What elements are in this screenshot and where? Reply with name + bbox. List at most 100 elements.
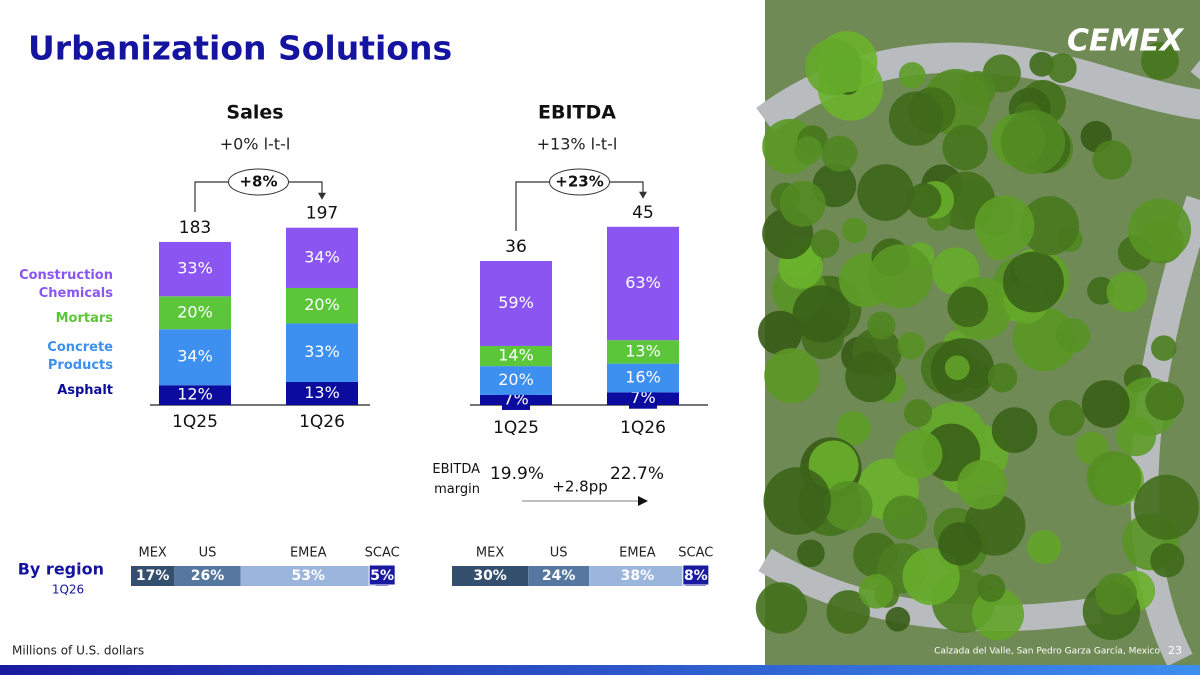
segment-label: 34% xyxy=(177,347,213,366)
tree xyxy=(1020,196,1080,256)
arrow-head xyxy=(318,192,326,200)
change-badge xyxy=(228,168,289,196)
x-tick-label: 1Q25 xyxy=(493,418,539,438)
segment-label: 13% xyxy=(304,383,340,402)
change-label: +8% xyxy=(239,173,277,191)
total-label: 45 xyxy=(632,203,654,223)
segment-label: 30% xyxy=(473,568,507,584)
tree xyxy=(942,125,988,171)
bar-segment xyxy=(607,363,679,393)
bar-segment xyxy=(480,261,552,346)
bar-segment xyxy=(159,241,231,297)
photo-caption: Calzada del Valle, San Pedro Garza Garcí… xyxy=(934,647,1160,657)
footnote: Millions of U.S. dollars xyxy=(12,644,144,658)
segment-label: 59% xyxy=(498,293,534,312)
tree xyxy=(858,574,894,609)
segment-label: 26% xyxy=(191,568,225,584)
tree xyxy=(1081,380,1130,428)
bar-segment xyxy=(159,296,231,330)
segment-label: 16% xyxy=(625,368,661,387)
tree xyxy=(987,362,1018,393)
road xyxy=(758,548,1102,632)
label-box xyxy=(629,388,657,409)
bar-segment xyxy=(480,345,552,367)
tree xyxy=(974,195,1035,256)
bar-segment xyxy=(159,385,231,405)
total-label: 183 xyxy=(179,218,211,238)
segment-label: 53% xyxy=(291,568,325,584)
segment-label: 13% xyxy=(625,341,661,360)
bar-segment xyxy=(589,566,686,586)
segment-label: 14% xyxy=(498,346,534,365)
region-period: 1Q26 xyxy=(52,583,84,597)
bar-segment xyxy=(174,566,241,586)
bottom-band xyxy=(0,665,1200,675)
bar-segment xyxy=(286,287,358,324)
segment-label: 33% xyxy=(304,342,340,361)
tree xyxy=(885,606,911,632)
x-tick-label: 1Q26 xyxy=(620,418,666,438)
tree xyxy=(902,547,960,606)
margin-value: 22.7% xyxy=(610,464,664,484)
tree xyxy=(1106,271,1148,313)
tree xyxy=(1133,474,1199,540)
tree xyxy=(1116,416,1157,457)
tree xyxy=(1001,109,1066,175)
tree xyxy=(957,459,1007,510)
tree xyxy=(1027,529,1062,565)
road xyxy=(1130,195,1200,667)
tree xyxy=(938,522,982,566)
label-box xyxy=(368,564,396,586)
tree xyxy=(867,311,896,340)
tree xyxy=(1046,53,1077,84)
bar-segment xyxy=(286,227,358,288)
tree xyxy=(841,217,868,243)
bar-segment xyxy=(607,226,679,341)
bar-segment xyxy=(528,566,590,586)
tree xyxy=(1055,318,1091,353)
tree xyxy=(977,574,1006,603)
bar-segment xyxy=(452,566,529,586)
tree xyxy=(1086,451,1142,506)
category-label: EMEA xyxy=(619,546,656,561)
page-number: 23 xyxy=(1168,644,1182,657)
change-badge xyxy=(549,168,610,196)
legend-entry: Mortars xyxy=(55,311,113,326)
tree xyxy=(779,180,826,227)
segment-label: 20% xyxy=(498,370,534,389)
tree xyxy=(1128,198,1192,262)
tree xyxy=(868,244,933,309)
tree xyxy=(805,38,862,96)
chart-subtitle: +13% l-t-l xyxy=(537,135,618,154)
margin-change: +2.8pp xyxy=(552,478,607,496)
category-label: MEX xyxy=(139,546,167,561)
segment-label: 24% xyxy=(542,568,576,584)
chart-subtitle: +0% l-t-l xyxy=(220,135,291,154)
label-box xyxy=(682,564,710,586)
arrow-head xyxy=(638,496,648,506)
tree xyxy=(792,285,850,343)
tree xyxy=(1141,42,1179,80)
tree xyxy=(821,135,858,172)
chart-title: EBITDA xyxy=(538,102,616,124)
tree xyxy=(904,399,933,428)
tree xyxy=(888,91,944,146)
tree xyxy=(810,229,840,258)
bar-segment xyxy=(286,381,358,405)
tree xyxy=(897,332,925,360)
total-label: 197 xyxy=(306,204,338,224)
segment-label: 12% xyxy=(177,385,213,404)
tree xyxy=(1002,251,1064,313)
tree xyxy=(944,355,970,381)
segment-label: 17% xyxy=(136,568,170,584)
tree xyxy=(947,286,989,328)
segment-label: 63% xyxy=(625,273,661,292)
tree xyxy=(797,539,825,568)
tree xyxy=(1151,335,1177,361)
tree xyxy=(857,164,914,221)
tree xyxy=(906,183,942,218)
category-label: US xyxy=(199,546,217,561)
segment-label: 33% xyxy=(177,259,213,278)
category-label: EMEA xyxy=(290,546,327,561)
